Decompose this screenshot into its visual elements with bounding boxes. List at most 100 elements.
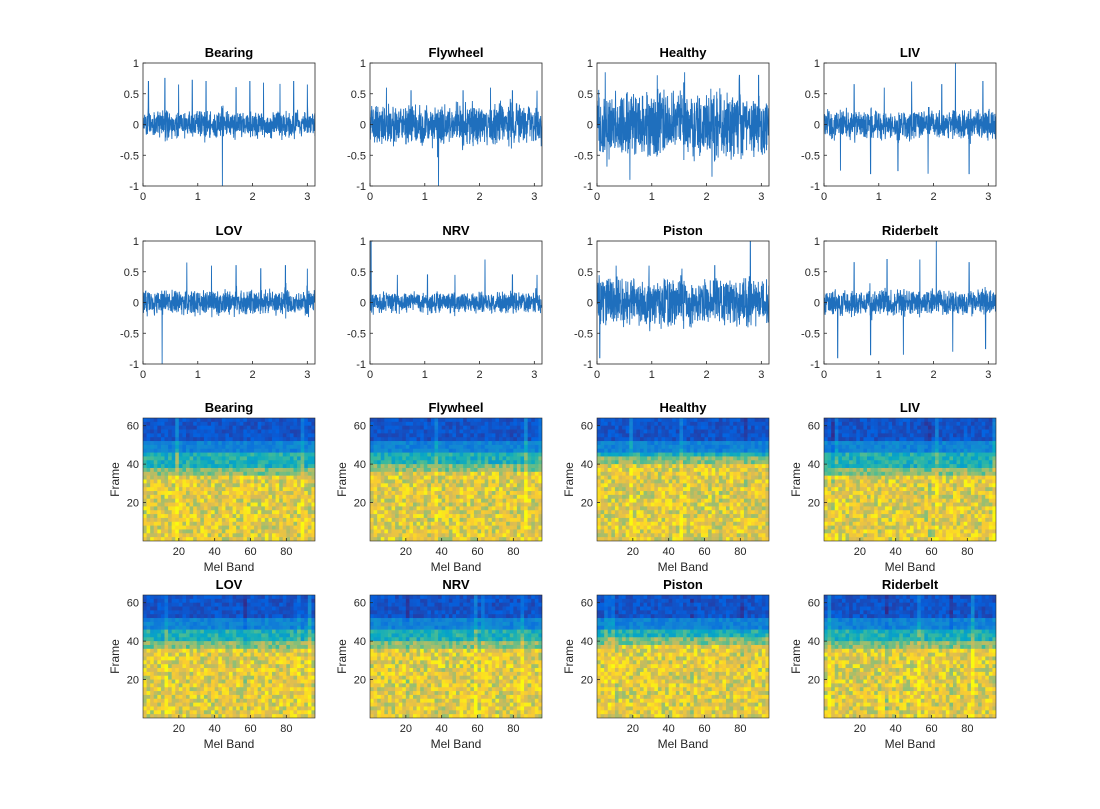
heatmap-cell [665,421,670,427]
heatmap-cell [236,448,241,453]
heatmap-cell [377,429,382,434]
heatmap-cell [203,418,208,423]
heatmap-cell [509,429,514,434]
heatmap-cell [640,487,644,492]
heatmap-cell [146,521,151,527]
heatmap-cell [221,425,226,430]
heatmap-cell [448,529,453,534]
heatmap-cell [733,418,738,423]
heatmap-cell [643,514,648,519]
heatmap-cell [743,517,748,523]
heatmap-cell [311,433,315,438]
heatmap-cell [477,464,482,469]
heatmap-cell [765,425,769,430]
heatmap-cell [459,533,464,538]
heatmap-cell [405,448,410,453]
heatmap-cell [380,475,385,480]
heatmap-cell [506,441,511,446]
heatmap-cell [164,464,169,469]
heatmap-cell [751,517,756,523]
heatmap-cell [405,460,410,465]
heatmap-cell [743,456,748,461]
heatmap-cell [398,418,403,423]
heatmap-cell [153,418,158,423]
heatmap-cell [824,421,828,427]
heatmap-cell [160,437,165,442]
heatmap-cell [211,456,216,461]
heatmap-cell [257,491,262,496]
heatmap-cell [491,467,496,473]
heatmap-cell [387,460,392,465]
heatmap-cell [516,441,521,446]
heatmap-cell [700,456,705,461]
heatmap-cell [311,506,315,511]
heatmap-cell [150,425,155,430]
heatmap-cell [481,444,486,450]
heatmap-cell [380,441,385,446]
heatmap-cell [715,452,720,457]
heatmap-cell [459,425,464,430]
heatmap-cell [229,475,233,480]
heatmap-cell [164,483,169,488]
heatmap-cell [182,521,187,527]
heatmap-cell [726,425,730,430]
heatmap-cell [239,514,244,519]
heatmap-cell [729,464,734,469]
heatmap-cell [481,479,486,484]
heatmap-cell [643,429,648,434]
heatmap-cell [289,464,294,469]
heatmap-cell [597,460,601,465]
heatmap-cell [189,460,194,465]
heatmap-cell [488,429,493,434]
heatmap-cell [661,444,666,450]
heatmap-cell [289,418,294,423]
heatmap-cell [380,525,385,530]
heatmap-cell [409,537,414,541]
heatmap-cell [722,437,727,442]
heatmap-cell [214,444,219,450]
heatmap-cell [502,444,507,450]
heatmap-cell [632,464,637,469]
heatmap-cell [743,441,748,446]
heatmap-cell [625,521,630,527]
heatmap-cell [700,418,705,423]
heatmap-cell [441,479,446,484]
heatmap-cell [758,525,763,530]
heatmap-cell [704,444,709,450]
heatmap-cell [484,479,489,484]
heatmap-cell [513,537,518,541]
heatmap-cell [758,418,763,423]
heatmap-cell [679,421,684,427]
heatmap-cell [250,537,255,541]
heatmap-cell [597,467,601,473]
heatmap-cell [239,444,244,450]
heatmap-cell [509,456,514,461]
heatmap-cell [423,441,428,446]
heatmap-cell [441,456,446,461]
heatmap-cell [232,471,237,477]
heatmap-cell [618,429,623,434]
heatmap-cell [491,521,496,527]
heatmap-cell [640,421,644,427]
heatmap-cell [243,418,248,423]
heatmap-cell [387,429,392,434]
heatmap-cell [441,467,446,473]
heatmap-cell [629,471,634,477]
heatmap-cell [146,433,151,438]
heatmap-cell [754,421,759,427]
heatmap-cell [193,437,198,442]
heatmap-cell [153,479,158,484]
heatmap-cell [307,460,312,465]
heatmap-cell [207,444,212,450]
heatmap-cell [168,437,173,442]
heatmap-cell [527,502,532,507]
heatmap-cell [178,433,183,438]
heatmap-cell [211,444,216,450]
heatmap-cell [452,521,457,527]
heatmap-cell [300,487,305,492]
heatmap-cell [466,444,471,450]
heatmap-cell [200,433,205,438]
heatmap-cell [409,433,414,438]
heatmap-cell [289,456,294,461]
heatmap-cell [445,421,450,427]
